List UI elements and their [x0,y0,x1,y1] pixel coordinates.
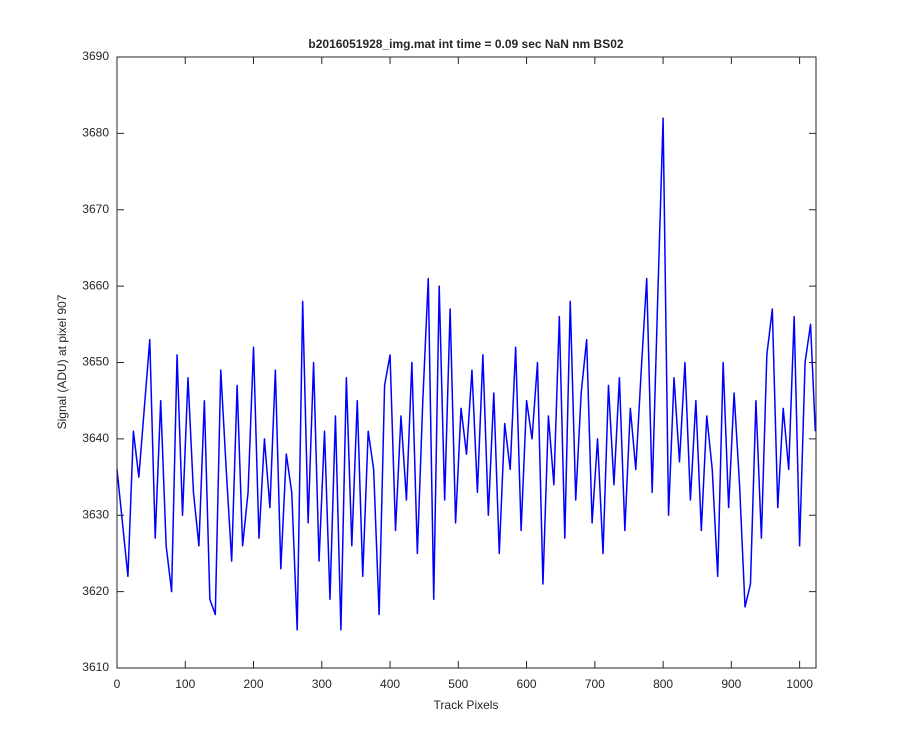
y-tick-label: 3620 [82,584,109,598]
y-tick-label: 3610 [82,660,109,674]
x-tick-label: 1000 [786,677,813,691]
x-tick-label: 200 [244,677,264,691]
x-tick-label: 400 [380,677,400,691]
y-tick-label: 3630 [82,507,109,521]
data-line [116,117,817,631]
y-tick-label: 3680 [82,126,109,140]
x-tick-label: 700 [585,677,605,691]
y-tick-label: 3670 [82,202,109,216]
x-tick-label: 900 [721,677,741,691]
y-tick-label: 3650 [82,355,109,369]
plot-area [117,57,816,668]
y-tick-label: 3640 [82,431,109,445]
y-axis-label: Signal (ADU) at pixel 907 [55,294,69,429]
x-tick-label: 500 [448,677,468,691]
x-tick-label: 0 [114,677,121,691]
chart-title: b2016051928_img.mat int time = 0.09 sec … [308,37,623,51]
x-axis-label: Track Pixels [434,698,499,712]
x-tick-label: 100 [175,677,195,691]
x-tick-label: 300 [312,677,332,691]
x-tick-label: 600 [517,677,537,691]
x-tick-label: 800 [653,677,673,691]
y-tick-label: 3690 [82,49,109,63]
y-tick-label: 3660 [82,278,109,292]
